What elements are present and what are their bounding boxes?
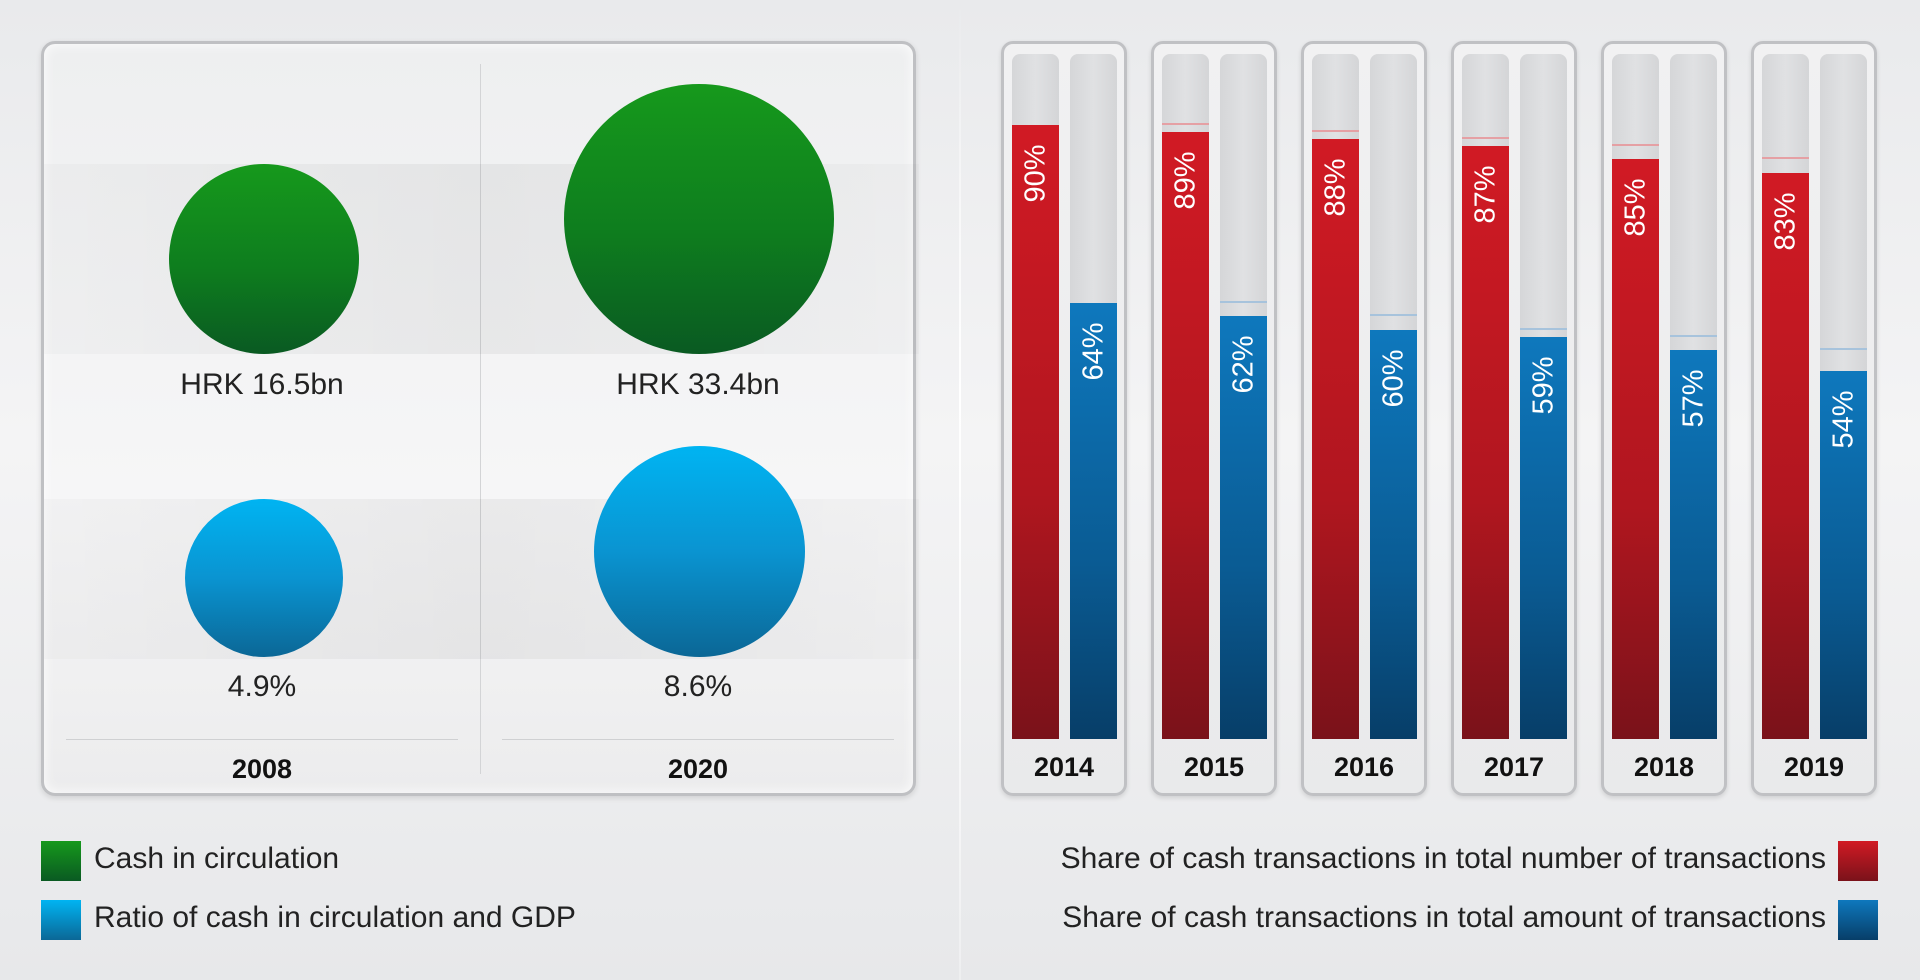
bar-column-2018: 85% 57% 2018 <box>1601 41 1727 796</box>
number-track-2016: 88% <box>1312 54 1359 739</box>
number-value-label-2019: 83% <box>1769 192 1801 251</box>
amount-track-2018: 57% <box>1670 54 1717 739</box>
number-bar-2014 <box>1012 125 1059 739</box>
legend-swatch-ratio <box>41 900 81 940</box>
number-bar-2018 <box>1612 159 1659 739</box>
legend-swatch-number <box>1838 841 1878 881</box>
amount-track-2015: 62% <box>1220 54 1267 739</box>
amount-track-2014: 64% <box>1070 54 1117 739</box>
ratio-label-2020: 8.6% <box>663 670 733 703</box>
ratio-label-2008: 4.9% <box>227 670 297 703</box>
legend-cash-in-circulation: Cash in circulation <box>94 842 340 875</box>
amount-value-label-2016: 60% <box>1377 349 1409 408</box>
legend-swatch-amount <box>1838 900 1878 940</box>
bubble-chart-panel: HRK 16.5bn HRK 33.4bn 4.9% 8.6% 2008 202… <box>41 41 919 796</box>
year-label-2008: 2008 <box>231 754 293 784</box>
baseline-2008 <box>66 739 458 740</box>
bubble-ratio-2008 <box>185 499 343 657</box>
cash-label-2020: HRK 33.4bn <box>616 368 780 401</box>
bar-column-2015: 89% 62% 2015 <box>1151 41 1277 796</box>
bar-year-label-2017: 2017 <box>1483 752 1545 782</box>
legend-share-number: Share of cash transactions in total numb… <box>1060 842 1826 875</box>
amount-value-label-2017: 59% <box>1527 356 1559 415</box>
number-track-2018: 85% <box>1612 54 1659 739</box>
number-bar-2016 <box>1312 138 1359 739</box>
bar-year-label-2016: 2016 <box>1333 752 1395 782</box>
amount-prev-marker-2018 <box>1670 334 1717 337</box>
amount-bar-2016 <box>1370 329 1417 739</box>
number-track-2019: 83% <box>1762 54 1809 739</box>
bubble-cash-2008 <box>169 164 359 354</box>
number-prev-marker-2018 <box>1612 143 1659 146</box>
center-divider <box>959 0 961 980</box>
baseline-2020 <box>502 739 894 740</box>
number-track-2014: 90% <box>1012 54 1059 739</box>
year-separator <box>480 64 481 774</box>
number-value-label-2014: 90% <box>1019 144 1051 203</box>
bar-year-label-2018: 2018 <box>1633 752 1695 782</box>
amount-bar-2019 <box>1820 370 1867 739</box>
year-label-2020: 2020 <box>667 754 729 784</box>
bar-column-2019: 83% 54% 2019 <box>1751 41 1877 796</box>
number-bar-2019 <box>1762 172 1809 739</box>
bar-year-label-2014: 2014 <box>1033 752 1095 782</box>
number-value-label-2017: 87% <box>1469 165 1501 224</box>
amount-bar-2014 <box>1070 302 1117 739</box>
bubble-cash-2020 <box>564 84 834 354</box>
amount-track-2019: 54% <box>1820 54 1867 739</box>
amount-track-2016: 60% <box>1370 54 1417 739</box>
amount-value-label-2018: 57% <box>1677 369 1709 428</box>
amount-value-label-2015: 62% <box>1227 335 1259 394</box>
amount-prev-marker-2015 <box>1220 300 1267 303</box>
amount-track-2017: 59% <box>1520 54 1567 739</box>
number-value-label-2016: 88% <box>1319 158 1351 217</box>
amount-value-label-2014: 64% <box>1077 321 1109 381</box>
number-track-2015: 89% <box>1162 54 1209 739</box>
number-value-label-2018: 85% <box>1619 178 1651 237</box>
amount-prev-marker-2016 <box>1370 314 1417 317</box>
amount-bar-2018 <box>1670 350 1717 739</box>
number-prev-marker-2016 <box>1312 130 1359 133</box>
bar-year-label-2019: 2019 <box>1783 752 1845 782</box>
bar-year-label-2015: 2015 <box>1183 752 1245 782</box>
bar-column-2014: 90% 64% 2014 <box>1001 41 1127 796</box>
number-prev-marker-2019 <box>1762 157 1809 160</box>
amount-bar-2015 <box>1220 316 1267 739</box>
number-bar-2015 <box>1162 132 1209 739</box>
number-prev-marker-2015 <box>1162 123 1209 126</box>
number-track-2017: 87% <box>1462 54 1509 739</box>
cash-label-2008: HRK 16.5bn <box>180 368 344 401</box>
number-value-label-2015: 89% <box>1169 151 1201 210</box>
legend-ratio-cash-gdp: Ratio of cash in circulation and GDP <box>94 901 576 934</box>
number-bar-2017 <box>1462 145 1509 739</box>
bar-column-2016: 88% 60% 2016 <box>1301 41 1427 796</box>
legend-swatch-cash <box>41 841 81 881</box>
bubble-ratio-2020 <box>594 446 805 657</box>
bar-column-2017: 87% 59% 2017 <box>1451 41 1577 796</box>
number-prev-marker-2017 <box>1462 136 1509 139</box>
amount-value-label-2019: 54% <box>1827 390 1859 449</box>
legend-share-amount: Share of cash transactions in total amou… <box>1062 901 1826 934</box>
amount-prev-marker-2019 <box>1820 348 1867 351</box>
amount-bar-2017 <box>1520 336 1567 739</box>
amount-prev-marker-2017 <box>1520 327 1567 330</box>
